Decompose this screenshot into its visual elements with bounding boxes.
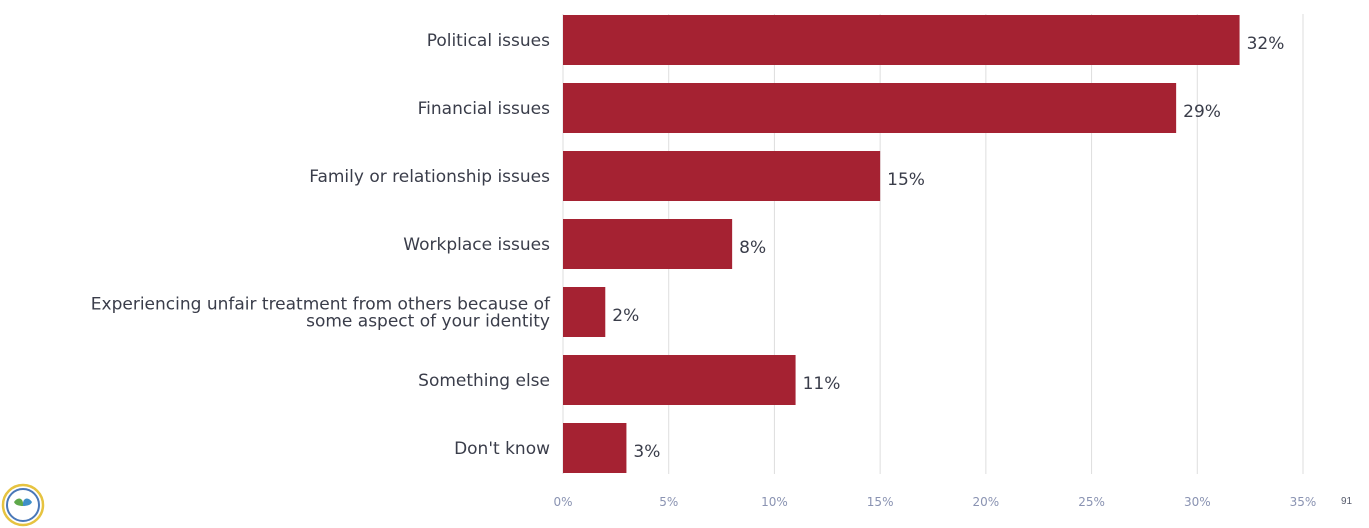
bar [563, 355, 796, 405]
x-tick-label: 10% [761, 495, 788, 509]
category-label: Financial issues [418, 99, 551, 119]
bar [563, 423, 627, 473]
category-label: Don't know [454, 439, 550, 459]
x-tick-label: 25% [1078, 495, 1105, 509]
bar [563, 287, 606, 337]
bar [563, 83, 1177, 133]
value-labels: 32% 29% 15% 8% 2% 11% 3% [612, 34, 1284, 462]
bars [563, 15, 1240, 473]
value-label: 32% [1247, 34, 1285, 54]
bar [563, 219, 733, 269]
category-label: Family or relationship issues [309, 167, 550, 187]
x-tick-label: 30% [1184, 495, 1211, 509]
x-tick-label: 20% [973, 495, 1000, 509]
x-tick-label: 15% [867, 495, 894, 509]
value-label: 11% [803, 374, 841, 394]
x-tick-label: 35% [1290, 495, 1317, 509]
value-label: 3% [633, 442, 660, 462]
bar [563, 15, 1240, 65]
category-labels: Political issues Financial issues Family o… [91, 31, 551, 459]
category-label: Political issues [427, 31, 550, 51]
value-label: 15% [887, 170, 925, 190]
x-tick-label: 0% [553, 495, 572, 509]
value-label: 8% [739, 238, 766, 258]
category-label: some aspect of your identity [306, 312, 550, 332]
category-label: Workplace issues [403, 235, 550, 255]
x-tick-label: 5% [659, 495, 678, 509]
leaf-logo-icon [1, 483, 45, 527]
bar-chart: Political issues Financial issues Family o… [91, 14, 1316, 509]
page-number: 91 [1341, 496, 1353, 507]
x-axis-tick-labels: 0% 5% 10% 15% 20% 25% 30% 35% [553, 495, 1316, 509]
value-label: 2% [612, 306, 639, 326]
value-label: 29% [1183, 102, 1221, 122]
category-label: Experiencing unfair treatment from other… [91, 295, 551, 315]
bar [563, 151, 881, 201]
category-label: Something else [418, 371, 550, 391]
